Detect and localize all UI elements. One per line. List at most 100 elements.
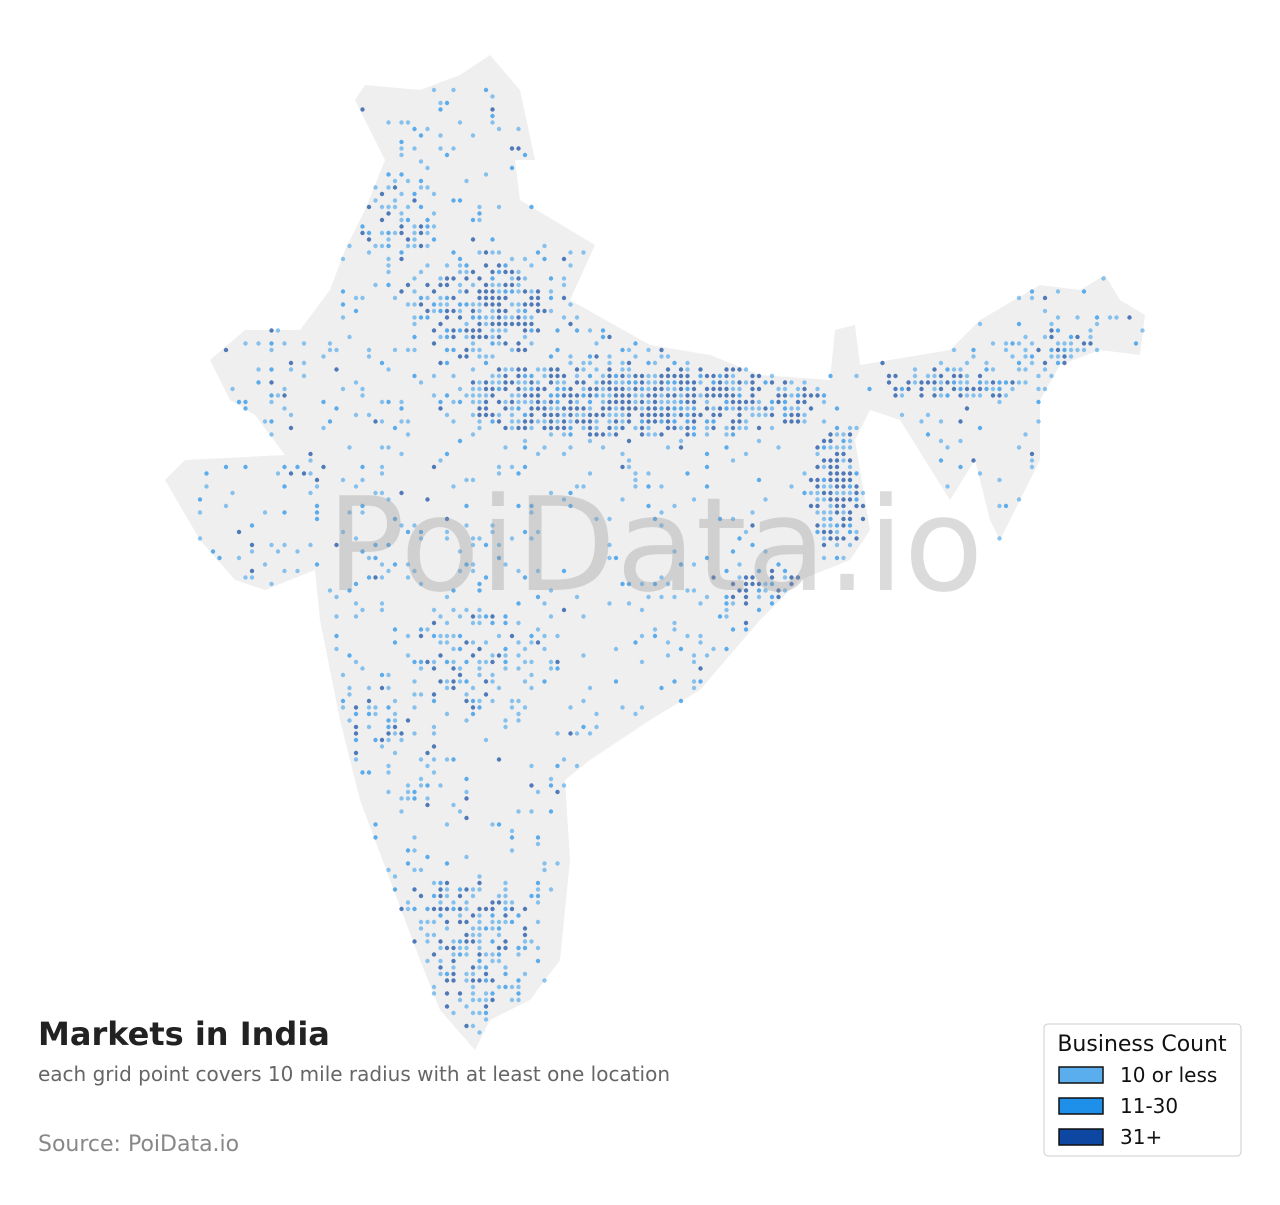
grid-point xyxy=(431,328,437,333)
grid-point xyxy=(724,406,729,411)
grid-point xyxy=(1062,354,1067,359)
grid-point xyxy=(613,555,619,561)
grid-point xyxy=(613,406,619,411)
grid-point xyxy=(529,399,534,405)
grid-point xyxy=(308,451,313,457)
grid-point xyxy=(795,386,801,392)
grid-point xyxy=(496,204,502,210)
grid-point xyxy=(659,406,664,411)
grid-point xyxy=(678,380,684,385)
grid-point xyxy=(431,698,437,704)
grid-point xyxy=(691,685,697,691)
grid-point xyxy=(405,243,411,249)
grid-point xyxy=(444,302,450,307)
grid-point xyxy=(548,289,554,294)
grid-point xyxy=(802,490,807,496)
grid-point xyxy=(847,432,853,437)
grid-point xyxy=(340,698,346,704)
grid-point xyxy=(691,653,697,658)
grid-point xyxy=(1062,347,1067,353)
grid-point xyxy=(704,594,710,600)
grid-point xyxy=(626,367,632,372)
grid-point xyxy=(737,588,742,593)
grid-point xyxy=(503,373,508,379)
grid-point xyxy=(685,367,690,372)
grid-point xyxy=(431,770,437,775)
grid-point xyxy=(607,380,612,385)
legend-swatch xyxy=(1058,1097,1104,1115)
grid-point xyxy=(412,198,417,203)
grid-point xyxy=(275,393,281,398)
grid-point xyxy=(607,516,612,522)
grid-point xyxy=(412,692,417,697)
grid-point xyxy=(483,575,489,580)
grid-point xyxy=(581,380,586,385)
grid-point xyxy=(1010,354,1015,359)
grid-point xyxy=(685,386,690,392)
grid-point xyxy=(821,490,827,496)
grid-point xyxy=(594,711,599,717)
grid-point xyxy=(392,230,398,236)
grid-point xyxy=(464,321,469,327)
grid-point xyxy=(535,789,541,795)
grid-point xyxy=(392,204,398,210)
grid-point xyxy=(535,250,541,255)
grid-point xyxy=(542,373,547,379)
grid-point xyxy=(535,945,541,951)
grid-point xyxy=(997,399,1002,405)
grid-point xyxy=(847,523,853,528)
grid-point xyxy=(730,406,736,411)
grid-point xyxy=(509,393,515,398)
grid-point xyxy=(815,386,820,392)
grid-point xyxy=(763,406,768,411)
grid-point xyxy=(405,783,411,788)
grid-point xyxy=(548,490,554,496)
grid-point xyxy=(438,100,443,106)
grid-point xyxy=(438,633,443,639)
grid-point xyxy=(1042,386,1048,392)
grid-point xyxy=(626,581,632,587)
grid-point xyxy=(444,945,450,951)
grid-point xyxy=(425,796,430,801)
grid-point xyxy=(425,497,430,502)
grid-point xyxy=(477,217,482,223)
grid-point xyxy=(418,659,424,665)
grid-point xyxy=(496,945,502,951)
grid-point xyxy=(425,939,430,944)
grid-point xyxy=(516,711,521,717)
grid-point xyxy=(399,172,404,177)
grid-point xyxy=(607,542,612,548)
grid-point xyxy=(730,393,736,398)
grid-point xyxy=(847,510,853,515)
grid-point xyxy=(691,425,697,431)
grid-point xyxy=(620,406,625,411)
grid-point xyxy=(522,971,528,977)
grid-point xyxy=(1068,334,1074,340)
grid-point xyxy=(581,250,586,255)
grid-point xyxy=(971,347,976,353)
grid-point xyxy=(828,445,833,450)
grid-point xyxy=(529,380,534,385)
grid-point xyxy=(678,399,684,405)
grid-point xyxy=(737,386,742,392)
grid-point xyxy=(594,724,599,730)
grid-point xyxy=(282,542,287,548)
grid-point xyxy=(340,386,346,392)
grid-point xyxy=(841,445,846,450)
grid-point xyxy=(249,542,255,548)
grid-point xyxy=(477,1010,482,1016)
grid-point xyxy=(613,432,619,437)
grid-point xyxy=(418,919,424,925)
grid-point xyxy=(516,276,521,281)
grid-point xyxy=(457,906,463,912)
grid-point xyxy=(431,692,437,697)
grid-point xyxy=(620,347,625,353)
grid-point xyxy=(691,393,697,398)
grid-point xyxy=(464,640,469,645)
grid-point xyxy=(425,295,430,301)
grid-point xyxy=(418,893,424,899)
grid-point xyxy=(412,146,417,151)
grid-point xyxy=(269,393,274,398)
grid-point xyxy=(756,425,762,431)
